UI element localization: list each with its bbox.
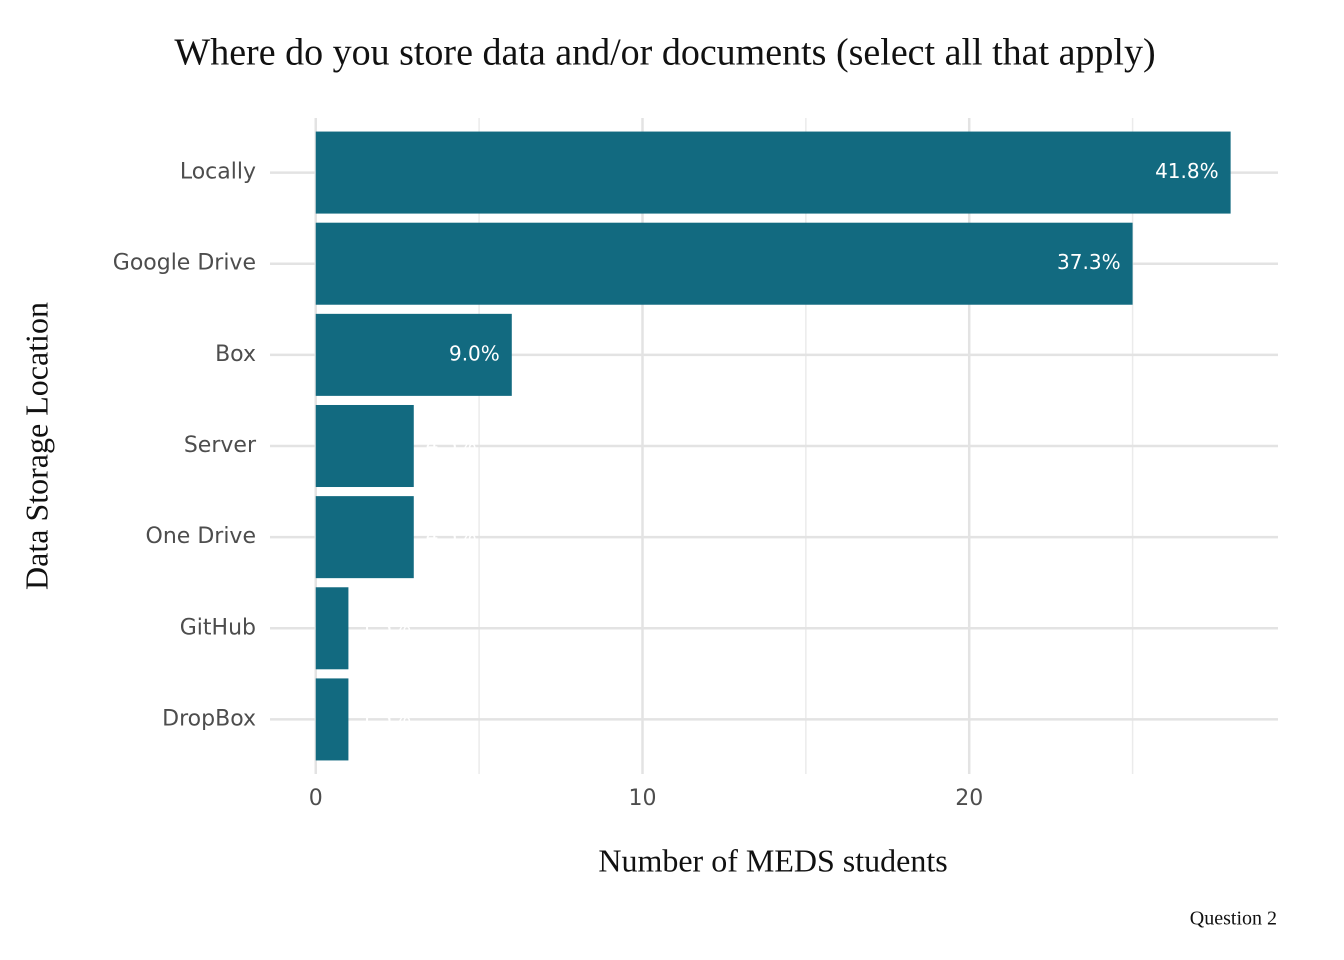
y-tick-label: GitHub	[180, 615, 256, 640]
y-tick-label: Locally	[180, 160, 256, 185]
bar	[315, 222, 1133, 305]
y-tick-label: Server	[184, 433, 257, 458]
x-tick-label: 20	[955, 786, 983, 811]
x-tick-label: 10	[628, 786, 656, 811]
y-axis-label: Data Storage Location	[18, 302, 54, 590]
value-label: 1.5%	[360, 706, 411, 730]
value-label: 4.5%	[426, 433, 477, 457]
bar	[315, 313, 512, 396]
y-tick-label: Box	[215, 342, 256, 367]
value-label: 1.5%	[360, 615, 411, 639]
x-tick-label: 0	[309, 786, 323, 811]
y-tick-label: One Drive	[146, 524, 256, 549]
chart-title: Where do you store data and/or documents…	[174, 32, 1155, 74]
value-label: 41.8%	[1155, 159, 1219, 183]
caption: Question 2	[1190, 908, 1277, 930]
value-label: 9.0%	[449, 341, 500, 365]
x-axis-label: Number of MEDS students	[598, 842, 947, 878]
bar	[315, 404, 414, 488]
bar	[315, 678, 349, 761]
value-label: 37.3%	[1057, 250, 1121, 274]
bar	[315, 131, 1231, 214]
bar	[315, 496, 414, 579]
y-tick-label: DropBox	[162, 706, 256, 731]
bar	[315, 587, 349, 670]
value-label: 4.5%	[426, 524, 477, 548]
y-tick-label: Google Drive	[113, 251, 256, 276]
